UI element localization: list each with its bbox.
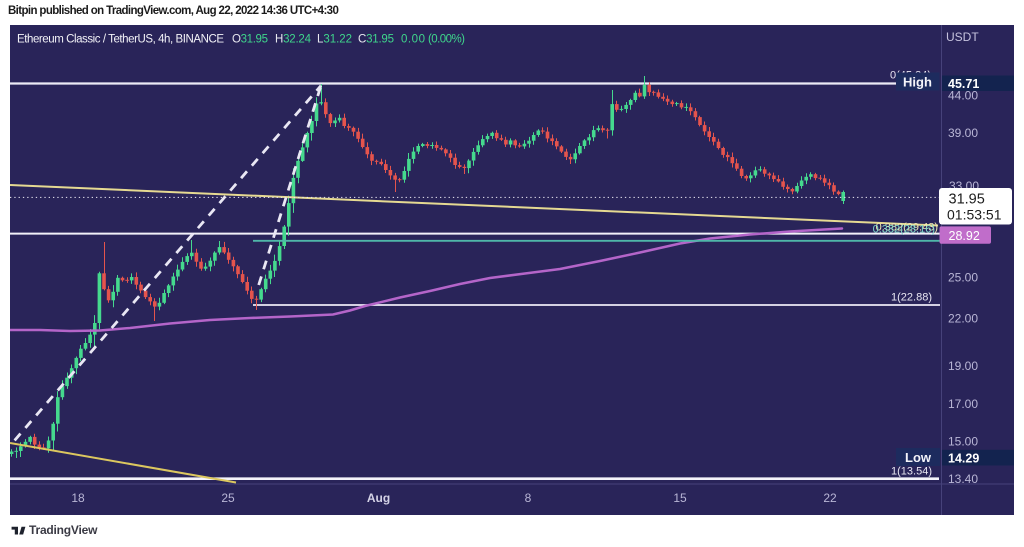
- svg-text:39.00: 39.00: [948, 126, 978, 140]
- svg-text:1(22.88): 1(22.88): [891, 292, 932, 304]
- svg-text:18: 18: [71, 491, 85, 505]
- svg-text:Aug: Aug: [367, 491, 390, 505]
- svg-text:Ethereum Classic / TetherUS, 4: Ethereum Classic / TetherUS, 4h, BINANCE: [17, 34, 224, 46]
- svg-text:High: High: [903, 75, 932, 90]
- svg-text:1(13.54): 1(13.54): [891, 466, 932, 478]
- svg-text:15: 15: [673, 491, 687, 505]
- svg-text:8: 8: [525, 491, 532, 505]
- svg-text:28.92: 28.92: [949, 229, 980, 243]
- svg-text:USDT: USDT: [946, 30, 979, 44]
- svg-text:22: 22: [823, 491, 837, 505]
- svg-text:14.29: 14.29: [948, 451, 979, 465]
- svg-text:0.00: 0.00: [401, 34, 425, 46]
- svg-text:44.00: 44.00: [948, 89, 978, 103]
- svg-text:15.00: 15.00: [948, 435, 978, 449]
- svg-text:25: 25: [221, 491, 235, 505]
- svg-text:Low: Low: [905, 450, 932, 465]
- svg-text:25.00: 25.00: [948, 271, 978, 285]
- svg-text:0.382(28.16): 0.382(28.16): [873, 224, 935, 236]
- svg-text:13.40: 13.40: [948, 472, 978, 486]
- svg-text:01:53:51: 01:53:51: [947, 207, 1002, 223]
- svg-text:O31.95: O31.95: [232, 34, 268, 46]
- svg-text:45.71: 45.71: [948, 77, 979, 91]
- svg-text:0.382(29.43): 0.382(29.43): [876, 222, 938, 234]
- svg-text:31.95: 31.95: [949, 192, 985, 208]
- svg-text:19.00: 19.00: [948, 359, 978, 373]
- svg-text:H32.24: H32.24: [275, 34, 312, 46]
- svg-text:C31.95: C31.95: [358, 34, 394, 46]
- svg-text:22.00: 22.00: [948, 312, 978, 326]
- svg-text:(0.00%): (0.00%): [428, 34, 465, 46]
- svg-text:L31.22: L31.22: [317, 34, 352, 46]
- svg-text:17.00: 17.00: [948, 397, 978, 411]
